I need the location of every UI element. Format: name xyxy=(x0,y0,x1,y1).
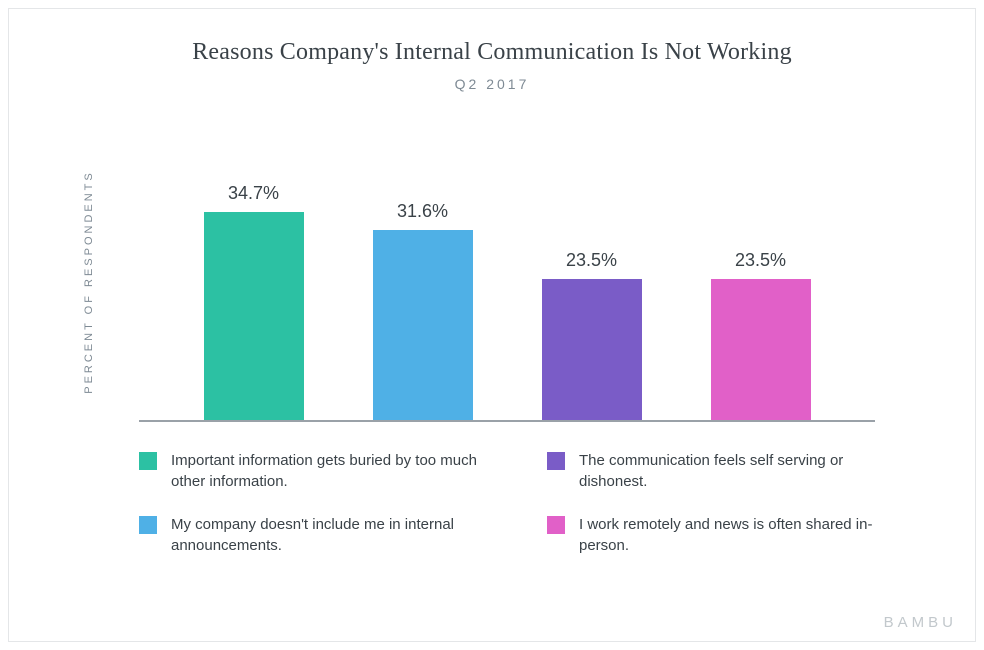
bar-0: 34.7% xyxy=(194,183,314,420)
legend-item-0: Important information gets buried by too… xyxy=(139,450,499,492)
legend-text: I work remotely and news is often shared… xyxy=(579,514,907,556)
legend-swatch xyxy=(547,452,565,470)
bar-1: 31.6% xyxy=(363,201,483,420)
bar-value-label: 23.5% xyxy=(735,250,786,271)
bar-rect xyxy=(542,279,642,420)
legend-text: The communication feels self serving or … xyxy=(579,450,907,492)
legend-swatch xyxy=(139,516,157,534)
bar-3: 23.5% xyxy=(701,250,821,420)
legend-text: My company doesn't include me in interna… xyxy=(171,514,499,556)
chart-bars: 34.7% 31.6% 23.5% 23.5% xyxy=(139,142,875,422)
chart-legend: Important information gets buried by too… xyxy=(139,450,915,556)
legend-swatch xyxy=(547,516,565,534)
chart-plot-area: PERCENT OF RESPONDENTS 34.7%31.6%23.5%23… xyxy=(129,142,915,422)
chart-subtitle: Q2 2017 xyxy=(69,76,915,92)
legend-item-3: I work remotely and news is often shared… xyxy=(547,514,907,556)
bar-value-label: 31.6% xyxy=(397,201,448,222)
bar-value-label: 34.7% xyxy=(228,183,279,204)
legend-item-2: The communication feels self serving or … xyxy=(547,450,907,492)
legend-item-1: My company doesn't include me in interna… xyxy=(139,514,499,556)
bar-rect xyxy=(204,212,304,420)
bar-rect xyxy=(373,230,473,420)
bar-2: 23.5% xyxy=(532,250,652,420)
chart-title: Reasons Company's Internal Communication… xyxy=(69,39,915,66)
chart-card: Reasons Company's Internal Communication… xyxy=(8,8,976,642)
bar-value-label: 23.5% xyxy=(566,250,617,271)
legend-text: Important information gets buried by too… xyxy=(171,450,499,492)
brand-watermark: BAMBU xyxy=(884,614,957,631)
bar-rect xyxy=(711,279,811,420)
legend-swatch xyxy=(139,452,157,470)
y-axis-label: PERCENT OF RESPONDENTS xyxy=(83,170,95,394)
